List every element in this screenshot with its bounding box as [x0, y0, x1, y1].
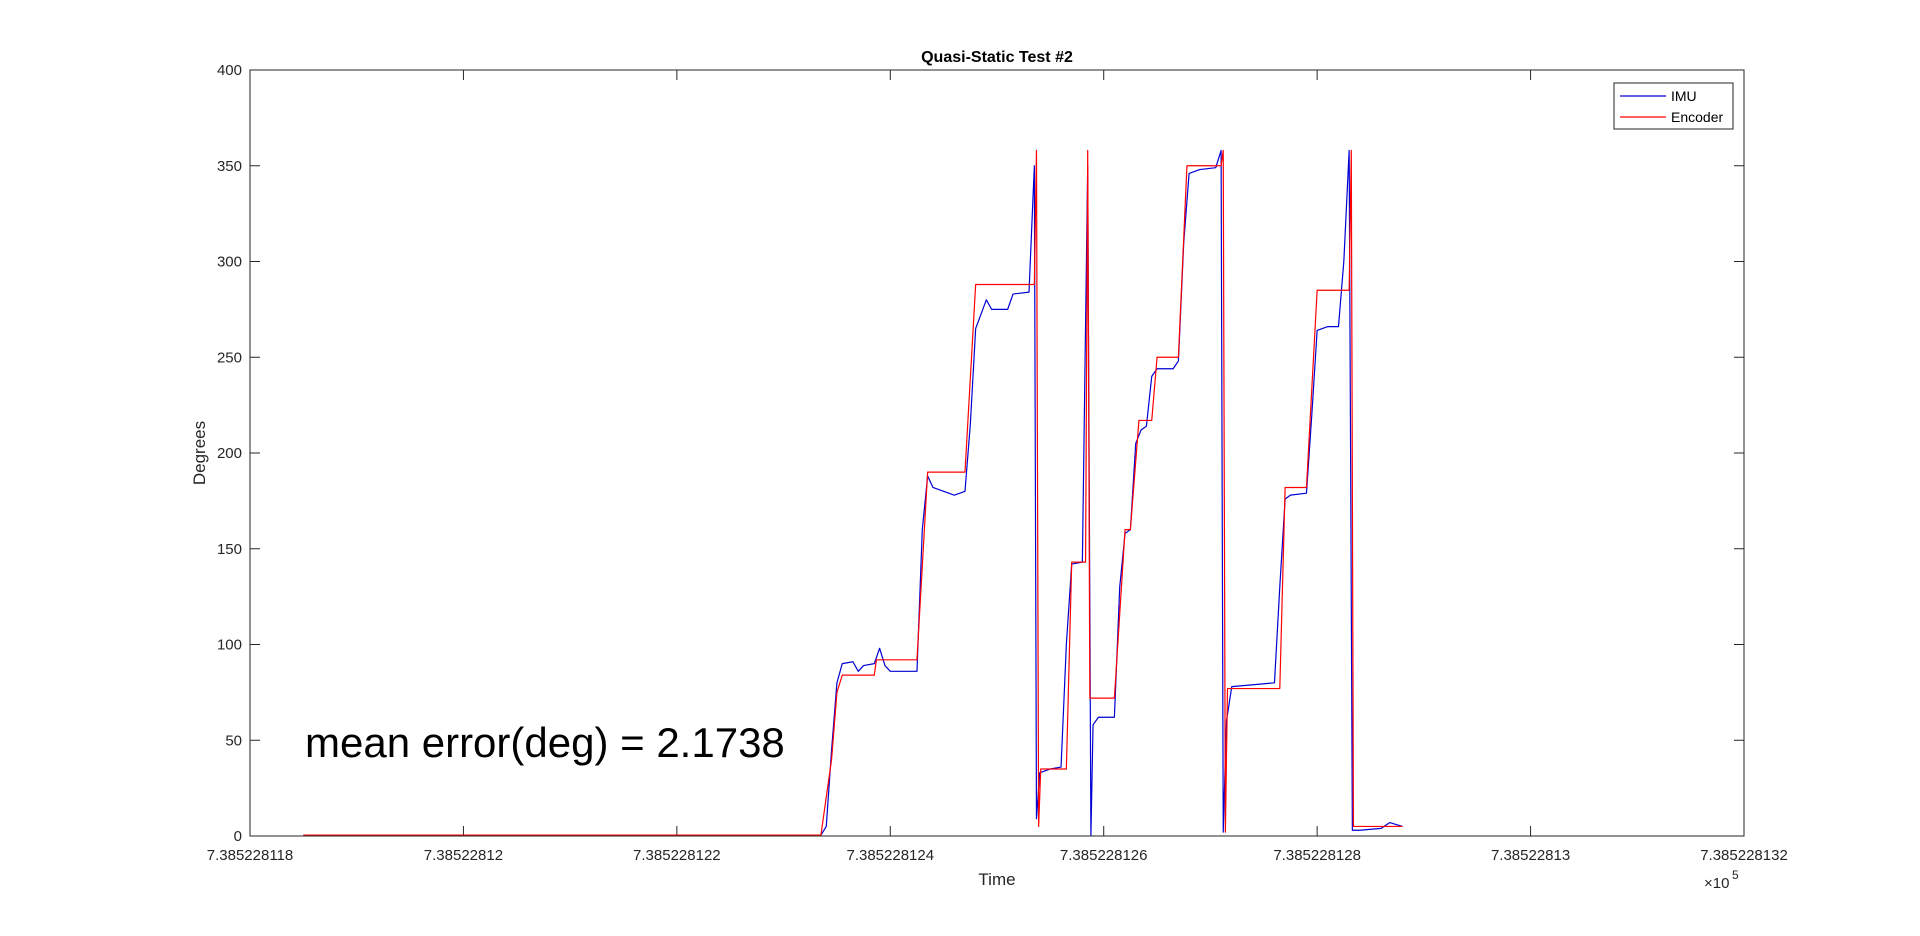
- x-tick-label: 7.385228126: [1060, 847, 1148, 864]
- legend-label-encoder: Encoder: [1671, 109, 1723, 125]
- y-tick-label: 350: [217, 158, 242, 175]
- legend-box: [1613, 82, 1734, 130]
- mean-error-annotation: mean error(deg) = 2.1738: [305, 719, 785, 766]
- legend-label-imu: IMU: [1671, 88, 1697, 104]
- y-tick-label: 0: [234, 828, 242, 845]
- y-tick-label: 400: [217, 62, 242, 79]
- y-tick-label: 300: [217, 254, 242, 271]
- x-tick-label: 7.385228124: [846, 847, 934, 864]
- chart-title: Quasi-Static Test #2: [921, 49, 1073, 66]
- y-tick-label: 200: [217, 445, 242, 462]
- y-axis-label: Degrees: [190, 421, 209, 485]
- plot-frame: [249, 69, 1745, 837]
- series-layer: [303, 149, 1403, 836]
- series-line-imu: [303, 149, 1403, 836]
- x-axis-label: Time: [978, 870, 1015, 889]
- x-exponent-base: ×10: [1704, 875, 1729, 892]
- x-tick-label: 7.385228118: [207, 847, 293, 864]
- y-tick-label: 50: [225, 732, 242, 749]
- x-tick-label: 7.38522812: [424, 847, 503, 864]
- x-tick-label: 7.385228132: [1700, 847, 1788, 864]
- y-tick-label: 150: [217, 541, 242, 558]
- x-tick-label: 7.385228122: [633, 847, 721, 864]
- x-exponent-label: ×10 5: [1704, 868, 1739, 892]
- x-axis-ticks: 7.385228118 7.38522812 7.385228122 7.385228…: [207, 70, 1788, 864]
- x-tick-label: 7.385228128: [1273, 847, 1361, 864]
- x-exponent-power: 5: [1732, 868, 1739, 882]
- y-tick-label: 100: [217, 637, 242, 654]
- series-line-encoder: [303, 149, 1403, 836]
- y-axis-ticks: 0 50 100 150 200 250 300 350 400: [217, 62, 1744, 845]
- plot-area: [250, 70, 1744, 836]
- y-tick-label: 250: [217, 349, 242, 366]
- x-tick-label: 7.38522813: [1491, 847, 1570, 864]
- legend: IMU Encoder: [1613, 82, 1734, 130]
